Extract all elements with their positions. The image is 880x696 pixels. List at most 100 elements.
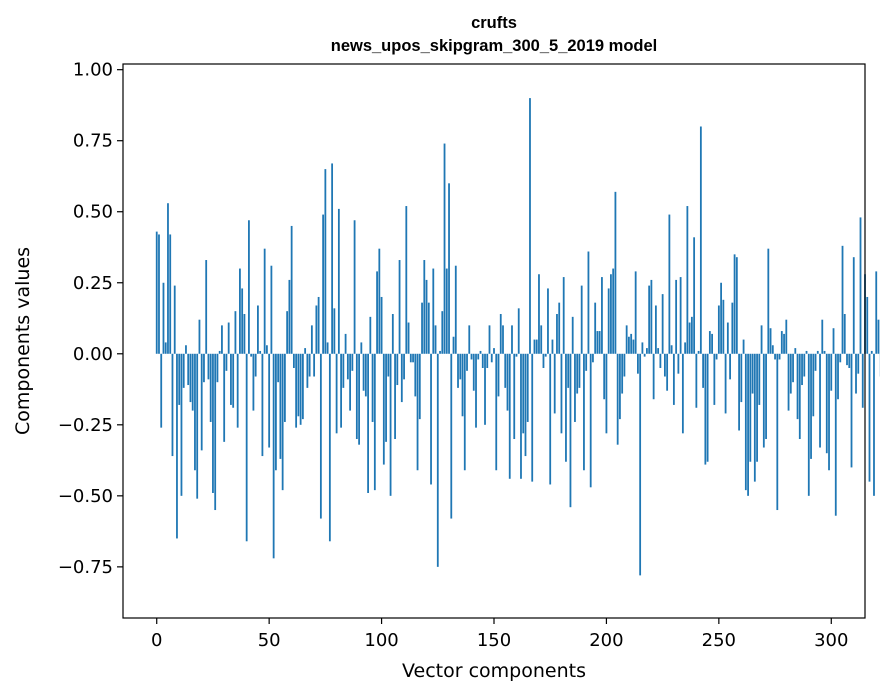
bar-281 bbox=[787, 353, 790, 411]
bar-32 bbox=[227, 322, 230, 354]
bar-105 bbox=[391, 314, 394, 354]
bar-21 bbox=[203, 353, 205, 383]
bar-11 bbox=[180, 353, 183, 496]
bar-250 bbox=[717, 305, 720, 354]
bar-93 bbox=[364, 353, 367, 397]
bar-301 bbox=[832, 328, 835, 354]
y-tick-label: 0.75 bbox=[73, 131, 113, 152]
bar-37 bbox=[239, 268, 241, 354]
bar-61 bbox=[292, 353, 295, 368]
bar-223 bbox=[657, 348, 660, 354]
bar-294 bbox=[816, 350, 819, 354]
bar-110 bbox=[403, 353, 405, 380]
bar-179 bbox=[558, 302, 561, 354]
bar-100 bbox=[380, 296, 383, 354]
bar-12 bbox=[182, 353, 185, 388]
bar-172 bbox=[542, 353, 545, 368]
bar-123 bbox=[432, 268, 435, 354]
bar-195 bbox=[594, 302, 597, 354]
bar-175 bbox=[549, 353, 552, 485]
bar-255 bbox=[729, 353, 731, 380]
x-tick-label: 300 bbox=[814, 630, 848, 651]
bar-309 bbox=[850, 353, 853, 468]
bar-239 bbox=[693, 237, 696, 354]
plot-area-frame bbox=[122, 63, 866, 619]
bar-71 bbox=[315, 305, 318, 354]
bar-26 bbox=[214, 353, 217, 511]
x-tick-label: 100 bbox=[364, 630, 398, 651]
bar-189 bbox=[580, 285, 583, 354]
bar-165 bbox=[526, 353, 529, 422]
bar-200 bbox=[605, 353, 608, 434]
bar-103 bbox=[387, 353, 390, 377]
bar-260 bbox=[740, 353, 743, 403]
bar-63 bbox=[297, 353, 300, 417]
bar-303 bbox=[837, 353, 839, 400]
bar-302 bbox=[834, 353, 837, 516]
bar-264 bbox=[749, 353, 752, 462]
bar-102 bbox=[385, 353, 387, 442]
bar-197 bbox=[598, 331, 601, 354]
bar-97 bbox=[373, 353, 376, 491]
bar-107 bbox=[396, 353, 399, 386]
bar-214 bbox=[637, 353, 639, 374]
bar-73 bbox=[319, 353, 322, 519]
bar-211 bbox=[630, 333, 633, 354]
bar-53 bbox=[275, 353, 277, 471]
bar-306 bbox=[843, 314, 846, 354]
bar-215 bbox=[639, 353, 642, 576]
bar-237 bbox=[688, 322, 691, 354]
bar-232 bbox=[677, 353, 680, 374]
bar-9 bbox=[176, 353, 178, 539]
chart-title: crufts bbox=[471, 14, 517, 32]
bar-233 bbox=[679, 277, 682, 354]
bar-151 bbox=[495, 353, 498, 471]
bar-267 bbox=[756, 353, 758, 462]
bar-187 bbox=[576, 353, 579, 394]
bar-33 bbox=[230, 353, 232, 405]
bar-92 bbox=[362, 353, 365, 391]
bar-238 bbox=[690, 316, 693, 354]
bar-15 bbox=[189, 353, 192, 403]
bar-79 bbox=[333, 308, 336, 354]
bar-39 bbox=[243, 314, 246, 354]
bar-173 bbox=[544, 353, 547, 357]
bar-295 bbox=[819, 353, 821, 448]
bar-278 bbox=[780, 331, 783, 354]
x-tick-label: 150 bbox=[477, 630, 511, 651]
bar-312 bbox=[857, 353, 860, 374]
bar-183 bbox=[567, 353, 570, 388]
bar-243 bbox=[702, 353, 705, 388]
bar-4 bbox=[164, 342, 167, 354]
bar-287 bbox=[801, 353, 803, 386]
bar-148 bbox=[488, 325, 491, 354]
bar-293 bbox=[814, 353, 817, 371]
bar-131 bbox=[450, 353, 453, 519]
bar-142 bbox=[475, 353, 477, 428]
bar-22 bbox=[205, 260, 208, 354]
bar-263 bbox=[747, 353, 749, 496]
bar-265 bbox=[751, 353, 754, 394]
bar-217 bbox=[643, 353, 646, 357]
bar-300 bbox=[830, 353, 833, 391]
bar-317 bbox=[868, 353, 871, 482]
bar-47 bbox=[261, 353, 264, 457]
bar-305 bbox=[841, 245, 844, 354]
bar-319 bbox=[873, 353, 875, 496]
bar-262 bbox=[744, 353, 747, 491]
bar-313 bbox=[859, 217, 862, 354]
bar-140 bbox=[470, 353, 473, 360]
bar-144 bbox=[479, 350, 482, 354]
bar-176 bbox=[551, 339, 554, 354]
bar-164 bbox=[524, 353, 527, 457]
bar-226 bbox=[663, 353, 666, 377]
bar-141 bbox=[472, 353, 475, 391]
bar-249 bbox=[715, 353, 718, 360]
x-axis: 0 50 100 150 200 250 300 bbox=[151, 618, 848, 651]
bar-224 bbox=[659, 353, 662, 368]
bar-240 bbox=[695, 353, 698, 408]
bar-159 bbox=[513, 353, 516, 440]
bar-49 bbox=[266, 345, 268, 354]
bar-112 bbox=[407, 322, 410, 354]
